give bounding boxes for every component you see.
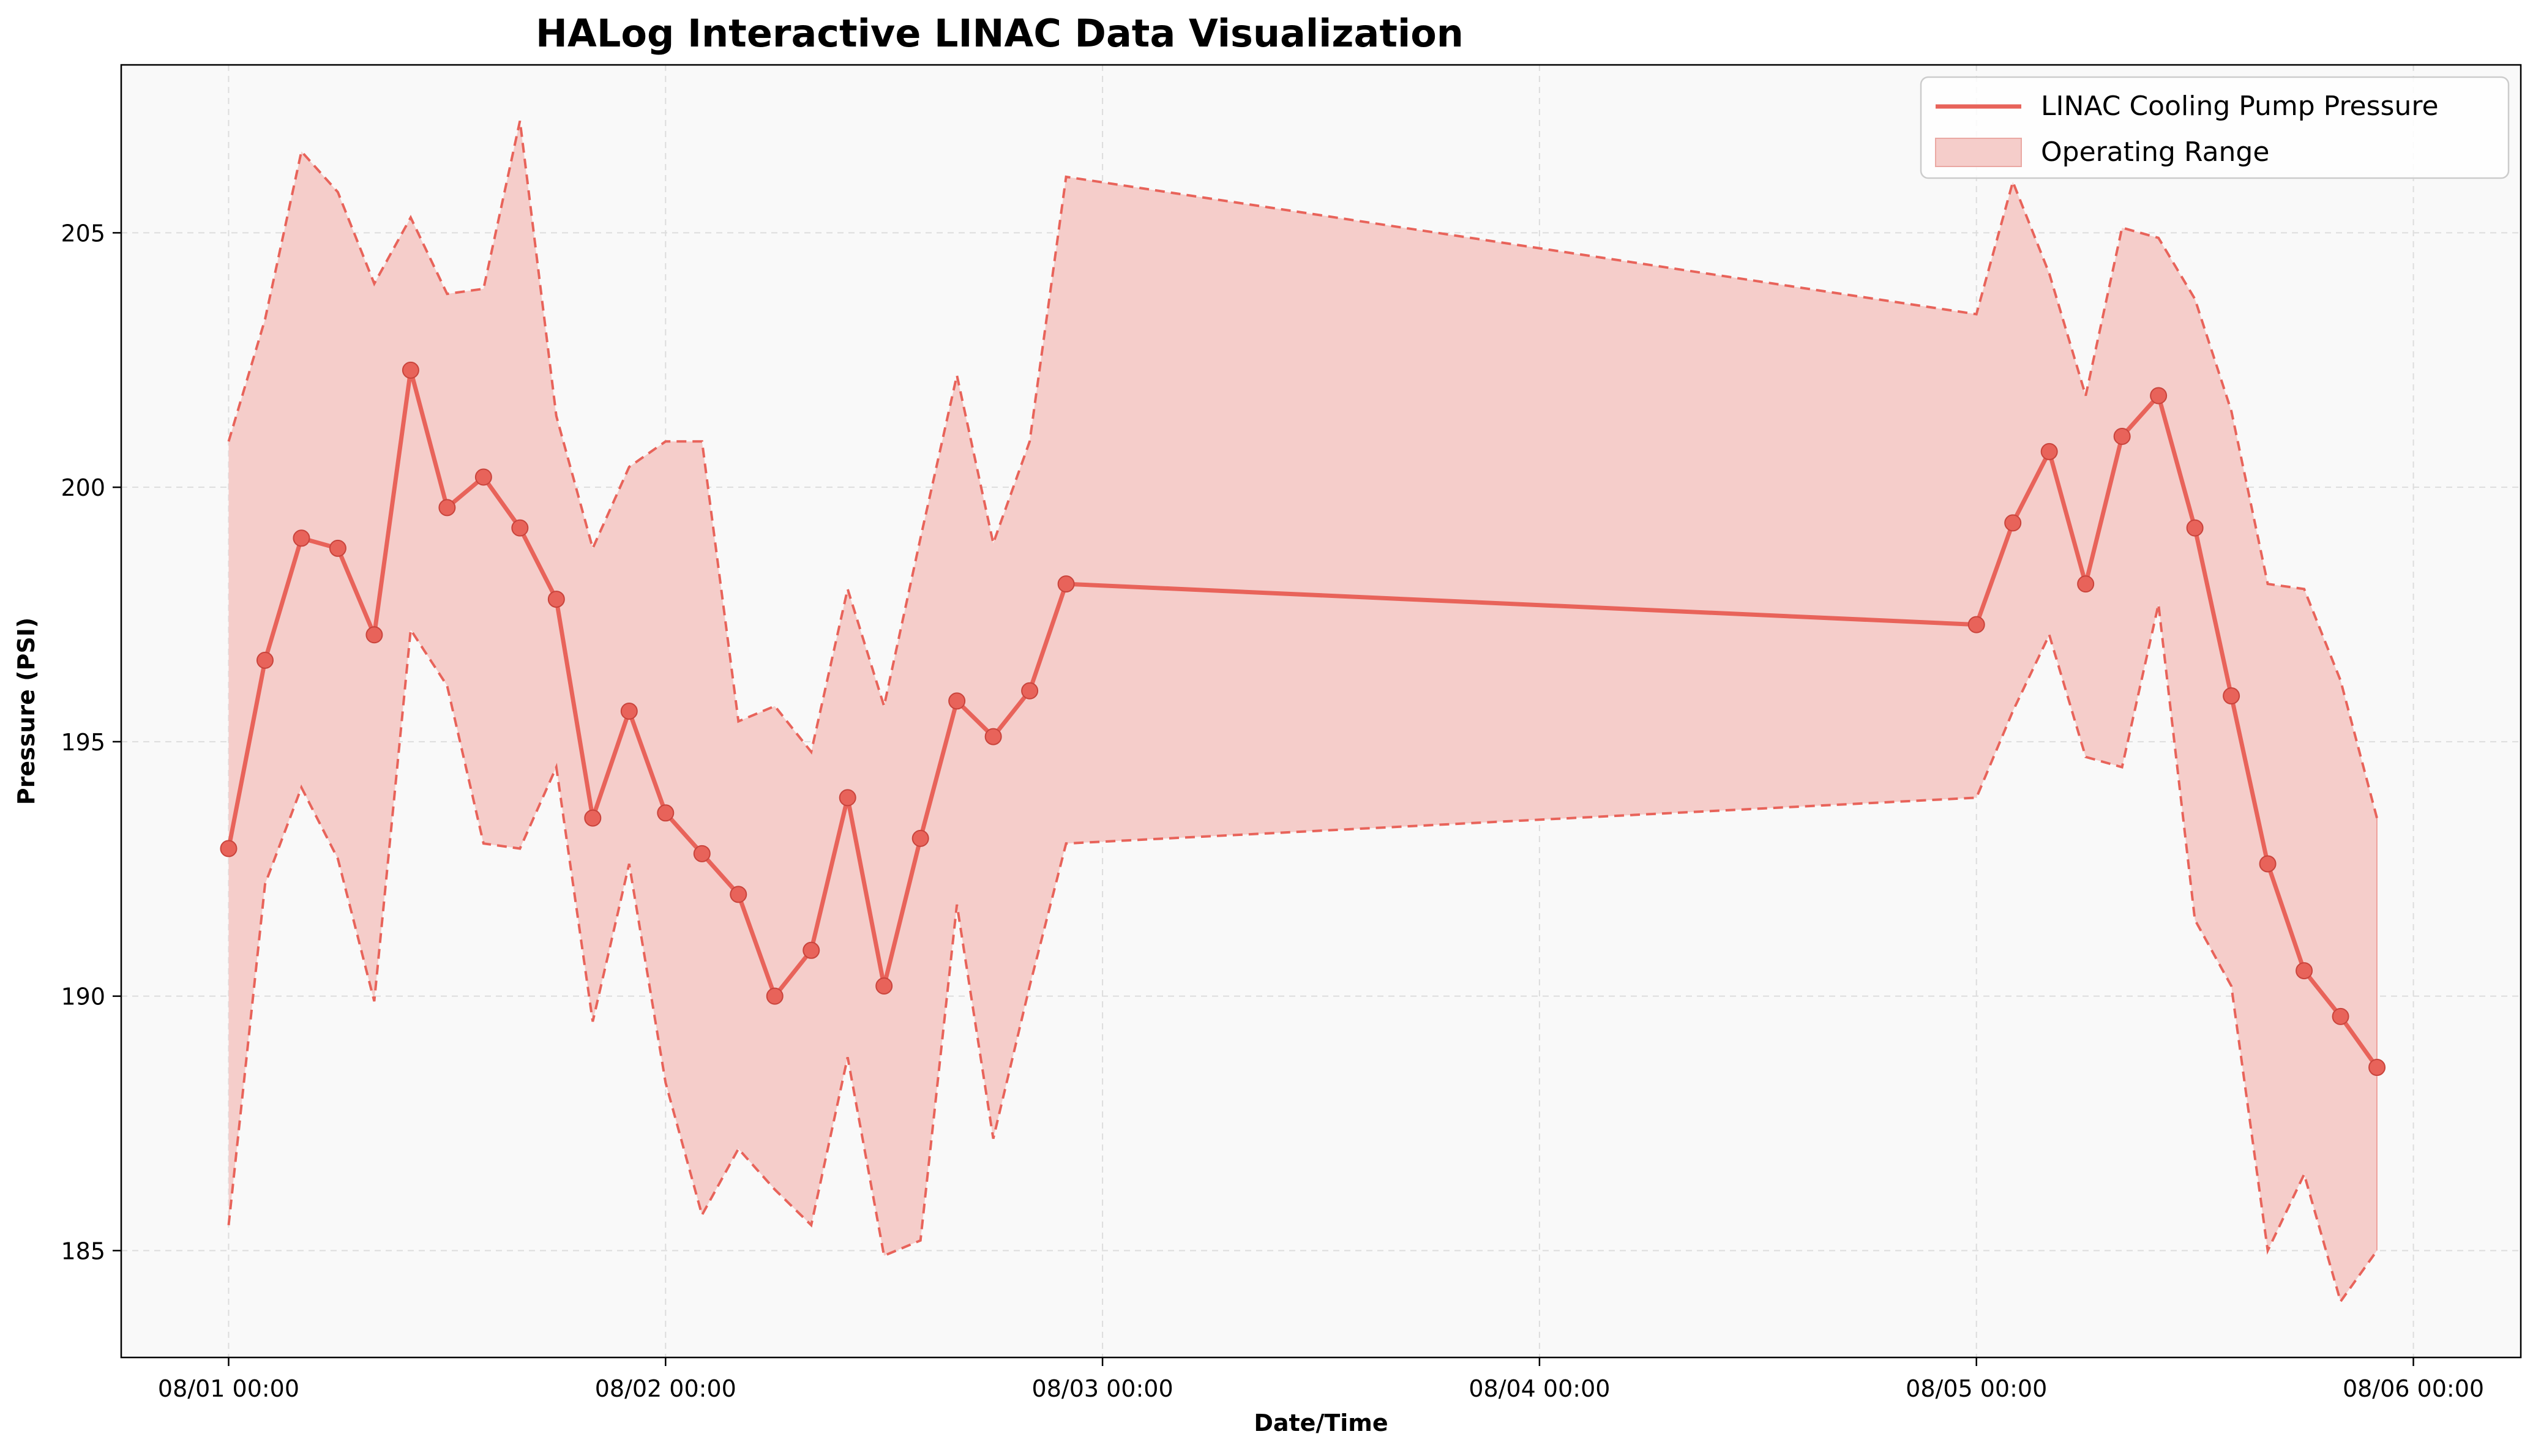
operating-range-upper-bound	[227, 121, 2378, 819]
pressure-point	[2259, 855, 2277, 873]
pressure-point	[2223, 687, 2240, 705]
pressure-point	[220, 840, 238, 857]
y-tick-label: 205	[61, 220, 105, 247]
pressure-point	[2004, 514, 2022, 532]
pressure-point	[2332, 1007, 2349, 1025]
pressure-point	[839, 789, 856, 807]
pressure-point	[803, 941, 820, 959]
pressure-point	[766, 987, 784, 1005]
operating-range-fill	[228, 121, 2377, 1302]
pressure-point	[2040, 442, 2058, 460]
legend: LINAC Cooling Pump Pressure Operating Ra…	[1920, 76, 2510, 179]
x-tick-label: 08/05 00:00	[1906, 1375, 2047, 1402]
x-axis-label: Date/Time	[1254, 1409, 1388, 1436]
pressure-point	[2368, 1059, 2386, 1077]
pressure-point	[2150, 387, 2168, 405]
pressure-point	[511, 519, 529, 537]
pressure-point	[584, 809, 602, 827]
pressure-point	[365, 626, 383, 644]
pressure-point	[293, 529, 310, 547]
y-tick-label: 195	[61, 729, 105, 756]
pressure-point	[2113, 427, 2131, 445]
pressure-point	[438, 499, 456, 517]
pressure-point	[620, 703, 638, 720]
x-axis-ticks: 08/01 00:00 08/02 00:00 08/03 00:00 08/04 0…	[158, 1357, 2484, 1402]
pressure-point	[948, 692, 966, 710]
pressure-point	[474, 468, 492, 486]
legend-label-range: Operating Range	[2041, 136, 2269, 168]
pressure-point	[730, 886, 747, 903]
plot-frame	[120, 64, 2522, 1359]
pressure-point	[984, 728, 1002, 745]
chart-title: HALog Interactive LINAC Data Visualizati…	[536, 11, 1464, 56]
y-tick-label: 190	[61, 984, 105, 1010]
operating-range-band	[227, 121, 2378, 1305]
pressure-point	[2186, 519, 2204, 537]
legend-label-pressure: LINAC Cooling Pump Pressure	[2041, 91, 2439, 122]
pressure-point	[1967, 616, 1985, 633]
x-tick-label: 08/04 00:00	[1469, 1375, 1610, 1402]
pressure-point	[2077, 575, 2095, 593]
pressure-point	[329, 539, 346, 557]
y-tick-label: 200	[61, 474, 105, 501]
legend-box	[1920, 76, 2510, 179]
pressure-point	[1057, 575, 1075, 593]
pressure-point	[1021, 682, 1039, 700]
pressure-point	[875, 977, 893, 995]
pressure-point	[693, 845, 711, 862]
y-axis-ticks: 185 190 195 200 205	[61, 220, 121, 1264]
pressure-point	[402, 361, 419, 379]
y-axis-label: Pressure (PSI)	[13, 618, 40, 805]
operating-range-lower-bound	[227, 603, 2378, 1305]
pressure-point	[911, 829, 929, 847]
pressure-markers	[220, 361, 2386, 1077]
pressure-point	[547, 591, 565, 608]
x-tick-label: 08/06 00:00	[2343, 1375, 2484, 1402]
pressure-point	[256, 651, 274, 669]
x-tick-label: 08/03 00:00	[1032, 1375, 1173, 1402]
pressure-series	[226, 368, 2379, 1069]
pressure-point	[2296, 962, 2313, 980]
y-tick-label: 185	[61, 1238, 105, 1264]
legend-band-swatch	[1935, 138, 2022, 167]
x-tick-label: 08/02 00:00	[595, 1375, 736, 1402]
pressure-line	[226, 368, 2379, 1069]
x-tick-label: 08/01 00:00	[158, 1375, 299, 1402]
pressure-point	[657, 804, 675, 822]
